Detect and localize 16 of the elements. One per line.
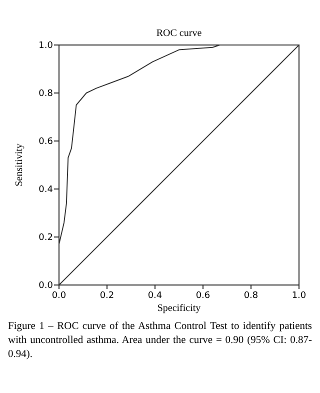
y-axis-title: Sensitivity: [14, 144, 25, 186]
chart-title: ROC curve: [156, 28, 202, 39]
x-tick-label: 0.6: [196, 291, 210, 301]
x-tick-label: 0.8: [244, 291, 258, 301]
y-tick-label: 0.0: [38, 281, 54, 291]
x-tick-label: 0.2: [100, 291, 114, 301]
x-tick-label: 0.4: [148, 291, 162, 301]
x-tick-label: 1.0: [292, 291, 306, 301]
y-tick-label: 0.2: [38, 233, 53, 243]
caption: Figure 1 – ROC curve of the Asthma Control Test to identify patients with uncontrolled asthma. Area under the curve = 0.90 (95% CI: 0.87-0.94).: [8, 320, 312, 362]
x-axis-title: Specificity: [157, 303, 201, 314]
x-tick-label: 0.0: [52, 291, 66, 301]
y-tick-label: 0.8: [38, 89, 54, 99]
y-tick-label: 0.6: [38, 137, 54, 147]
y-tick-label: 1.0: [38, 41, 54, 51]
y-tick-label: 0.4: [38, 185, 54, 195]
